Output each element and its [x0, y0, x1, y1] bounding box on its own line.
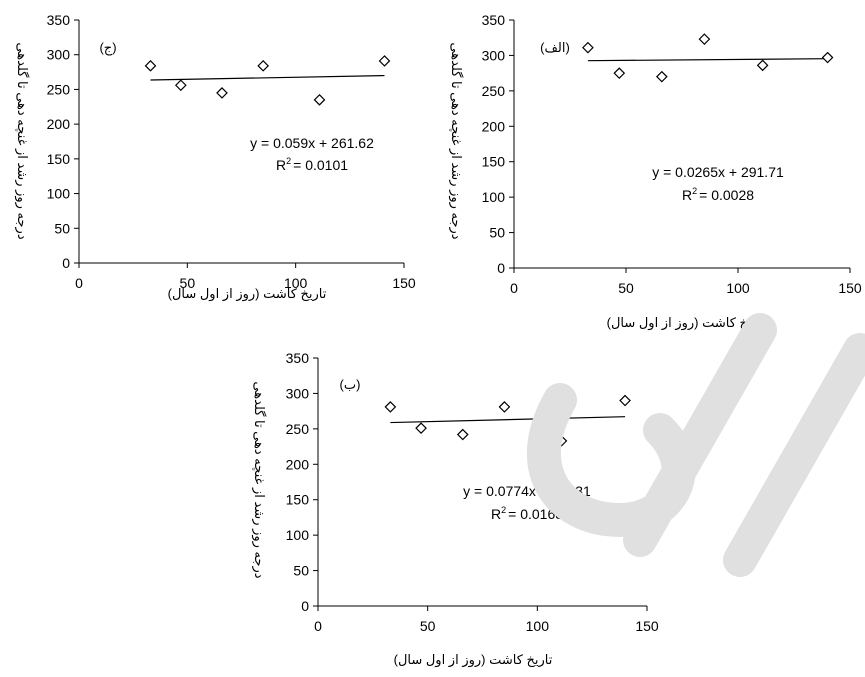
regression-equation: y = 0.0265x + 291.71: [652, 164, 784, 180]
y-tick-label: 350: [286, 350, 310, 366]
data-point: [498, 401, 511, 413]
data-point: [144, 59, 157, 72]
r-squared-symbol: R: [682, 187, 692, 203]
y-tick-label: 300: [47, 47, 71, 63]
data-point: [216, 87, 228, 99]
x-tick-label: 150: [392, 275, 416, 291]
data-point: [613, 67, 626, 79]
x-axis-title: تاریخ کاشت (روز از اول سال): [168, 286, 327, 302]
y-tick-label: 100: [47, 186, 71, 202]
y-tick-label: 150: [482, 154, 506, 170]
y-tick-label: 200: [482, 118, 506, 134]
y-tick-label: 0: [301, 598, 309, 614]
y-tick-label: 250: [286, 421, 310, 437]
data-point: [821, 51, 834, 64]
y-tick-label: 100: [482, 189, 506, 205]
data-point: [756, 59, 769, 72]
chart-panel-2: 0 50 100 150 200 250 300 350 0 50 100 150 (الف) y = 0…: [448, 12, 862, 331]
y-tick-label: 0: [62, 255, 70, 271]
trendline: [587, 58, 828, 62]
x-tick-label: 50: [180, 275, 196, 291]
y-axis-title: درجه روز رشد از غنچه دهی تا گلدهی: [14, 42, 30, 239]
data-point: [257, 59, 270, 72]
data-point: [415, 422, 427, 434]
y-tick-label: 50: [293, 563, 309, 579]
data-point: [384, 401, 397, 413]
x-tick-label: 0: [314, 618, 322, 634]
data-point: [619, 394, 631, 407]
trendline: [390, 416, 626, 424]
y-axis-title: درجه روز رشد از غنچه دهی تا گلدهی: [251, 381, 267, 578]
x-axis-title: تاریخ کاشت (روز از اول سال): [394, 652, 553, 668]
r-squared-symbol: R: [491, 506, 501, 522]
trendline: [150, 74, 385, 81]
y-tick-label: 0: [497, 260, 505, 276]
r-squared: R2 = 0.0101: [276, 156, 348, 173]
data-point: [698, 33, 711, 45]
r-squared-symbol: R: [276, 157, 286, 173]
r-squared: R2 = 0.0028: [682, 186, 754, 203]
data-point: [378, 55, 391, 67]
panel-label: (ج): [99, 40, 116, 56]
x-tick-label: 150: [635, 618, 659, 634]
y-tick-label: 250: [47, 81, 71, 97]
data-point: [174, 79, 187, 92]
y-tick-label: 100: [286, 527, 310, 543]
y-tick-label: 350: [482, 12, 506, 28]
x-tick-label: 0: [75, 275, 83, 291]
x-tick-label: 100: [726, 280, 750, 296]
chart-panel-1: 0 50 100 150 200 250 300 350 0 50 100 150 (ج) y = 0.0…: [14, 12, 416, 302]
y-tick-label: 150: [47, 151, 71, 167]
x-tick-label: 50: [618, 280, 634, 296]
r-squared-value: = 0.0028: [699, 187, 754, 203]
x-tick-label: 100: [526, 618, 550, 634]
r-squared-superscript: 2: [286, 156, 291, 166]
data-point: [456, 428, 469, 441]
x-tick-label: 50: [420, 618, 436, 634]
data-point: [313, 93, 326, 106]
y-tick-label: 300: [286, 385, 310, 401]
regression-equation: y = 0.059x + 261.62: [250, 135, 374, 151]
y-tick-label: 50: [54, 220, 70, 236]
panel-label: (الف): [540, 40, 570, 55]
r-squared-superscript: 2: [692, 186, 697, 196]
r-squared-superscript: 2: [501, 505, 506, 515]
panel-label: (ب): [340, 377, 361, 392]
y-tick-label: 250: [482, 83, 506, 99]
data-point: [582, 41, 594, 54]
y-tick-label: 300: [482, 47, 506, 63]
x-tick-label: 0: [510, 280, 518, 296]
y-tick-label: 200: [47, 116, 71, 132]
x-axis-title: تاریخ کاشت (روز از اول سال): [607, 315, 766, 331]
data-point: [655, 70, 668, 83]
y-tick-label: 50: [489, 225, 505, 241]
x-tick-label: 100: [284, 275, 308, 291]
r-squared-value: = 0.0101: [293, 157, 348, 173]
y-tick-label: 150: [286, 492, 310, 508]
y-tick-label: 350: [47, 12, 71, 28]
y-tick-label: 200: [286, 456, 310, 472]
y-axis-title: درجه روز رشد از غنچه دهی تا گلدهی: [448, 42, 464, 239]
x-tick-label: 150: [838, 280, 862, 296]
